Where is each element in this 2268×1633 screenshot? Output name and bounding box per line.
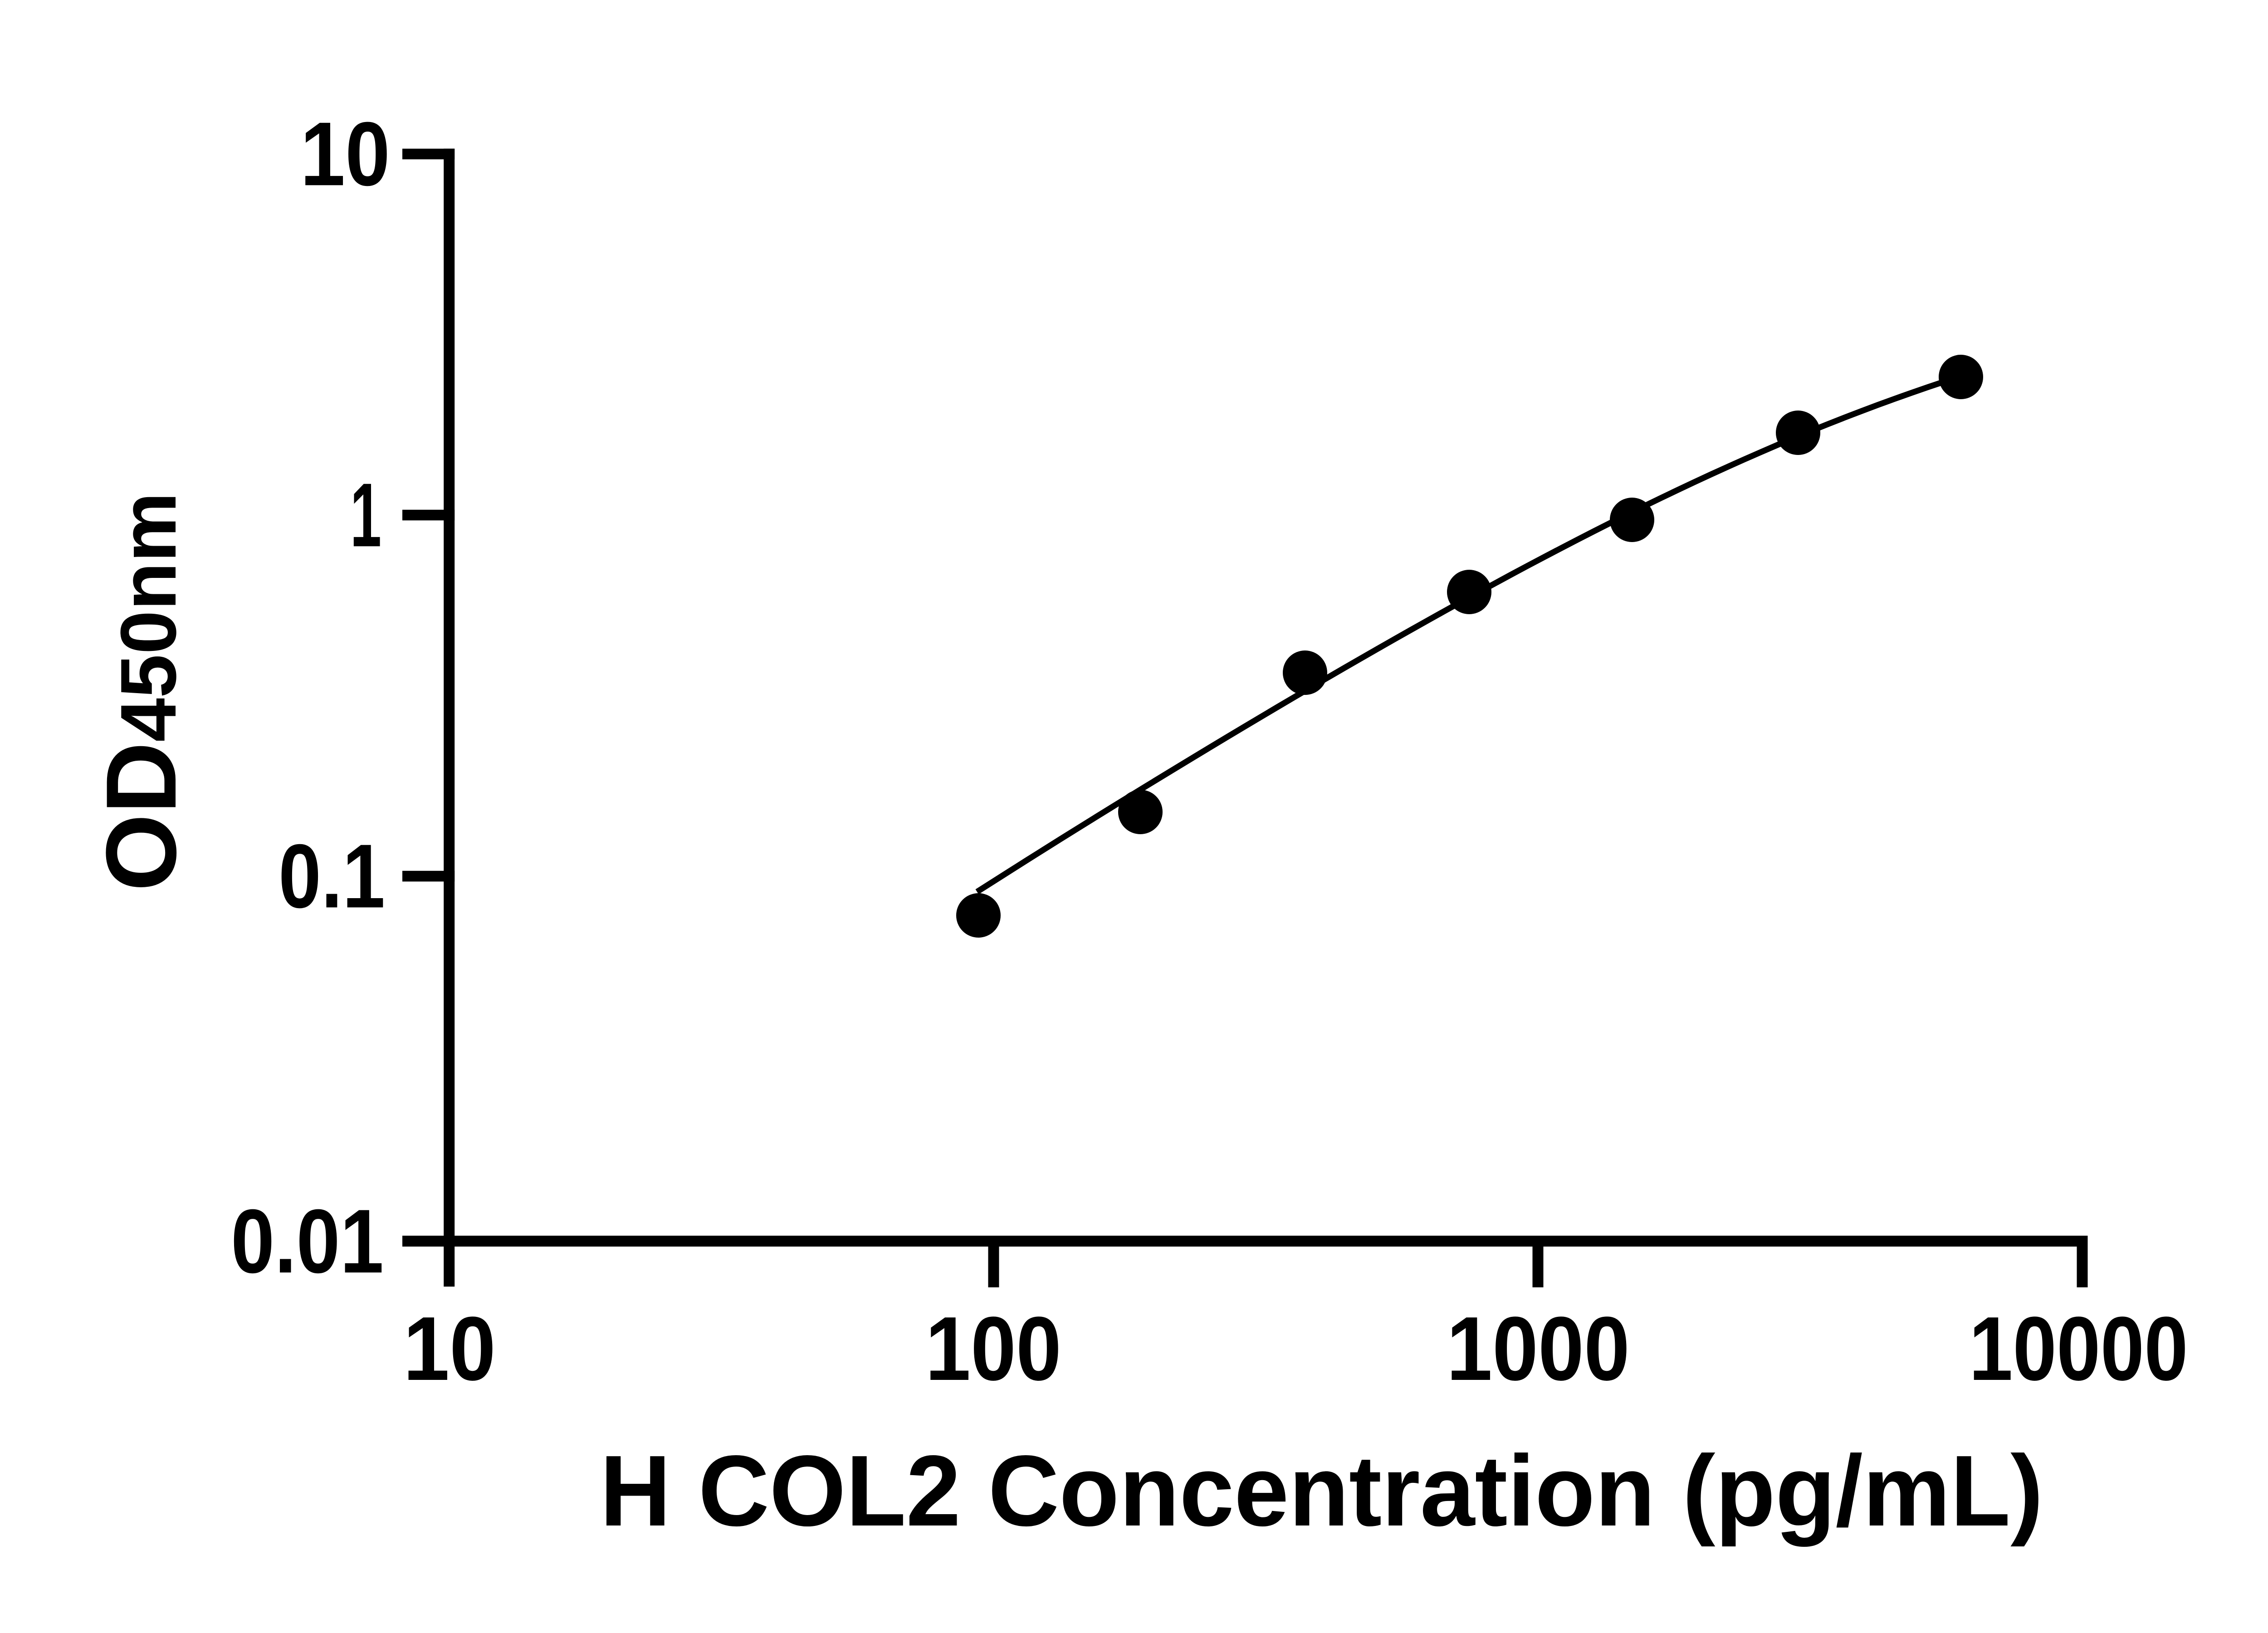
svg-text:OD450nm: OD450nm — [85, 492, 197, 891]
svg-text:10000: 10000 — [1969, 1298, 2188, 1399]
svg-text:10: 10 — [403, 1298, 496, 1399]
svg-text:1: 1 — [350, 464, 381, 566]
svg-text:1000: 1000 — [1447, 1298, 1630, 1399]
svg-text:H COL2 Concentration (pg/mL): H COL2 Concentration (pg/mL) — [600, 1435, 2043, 1547]
svg-text:0.1: 0.1 — [279, 826, 385, 927]
svg-text:10: 10 — [300, 103, 390, 205]
svg-text:100: 100 — [925, 1298, 1061, 1399]
svg-text:0.01: 0.01 — [231, 1191, 384, 1292]
